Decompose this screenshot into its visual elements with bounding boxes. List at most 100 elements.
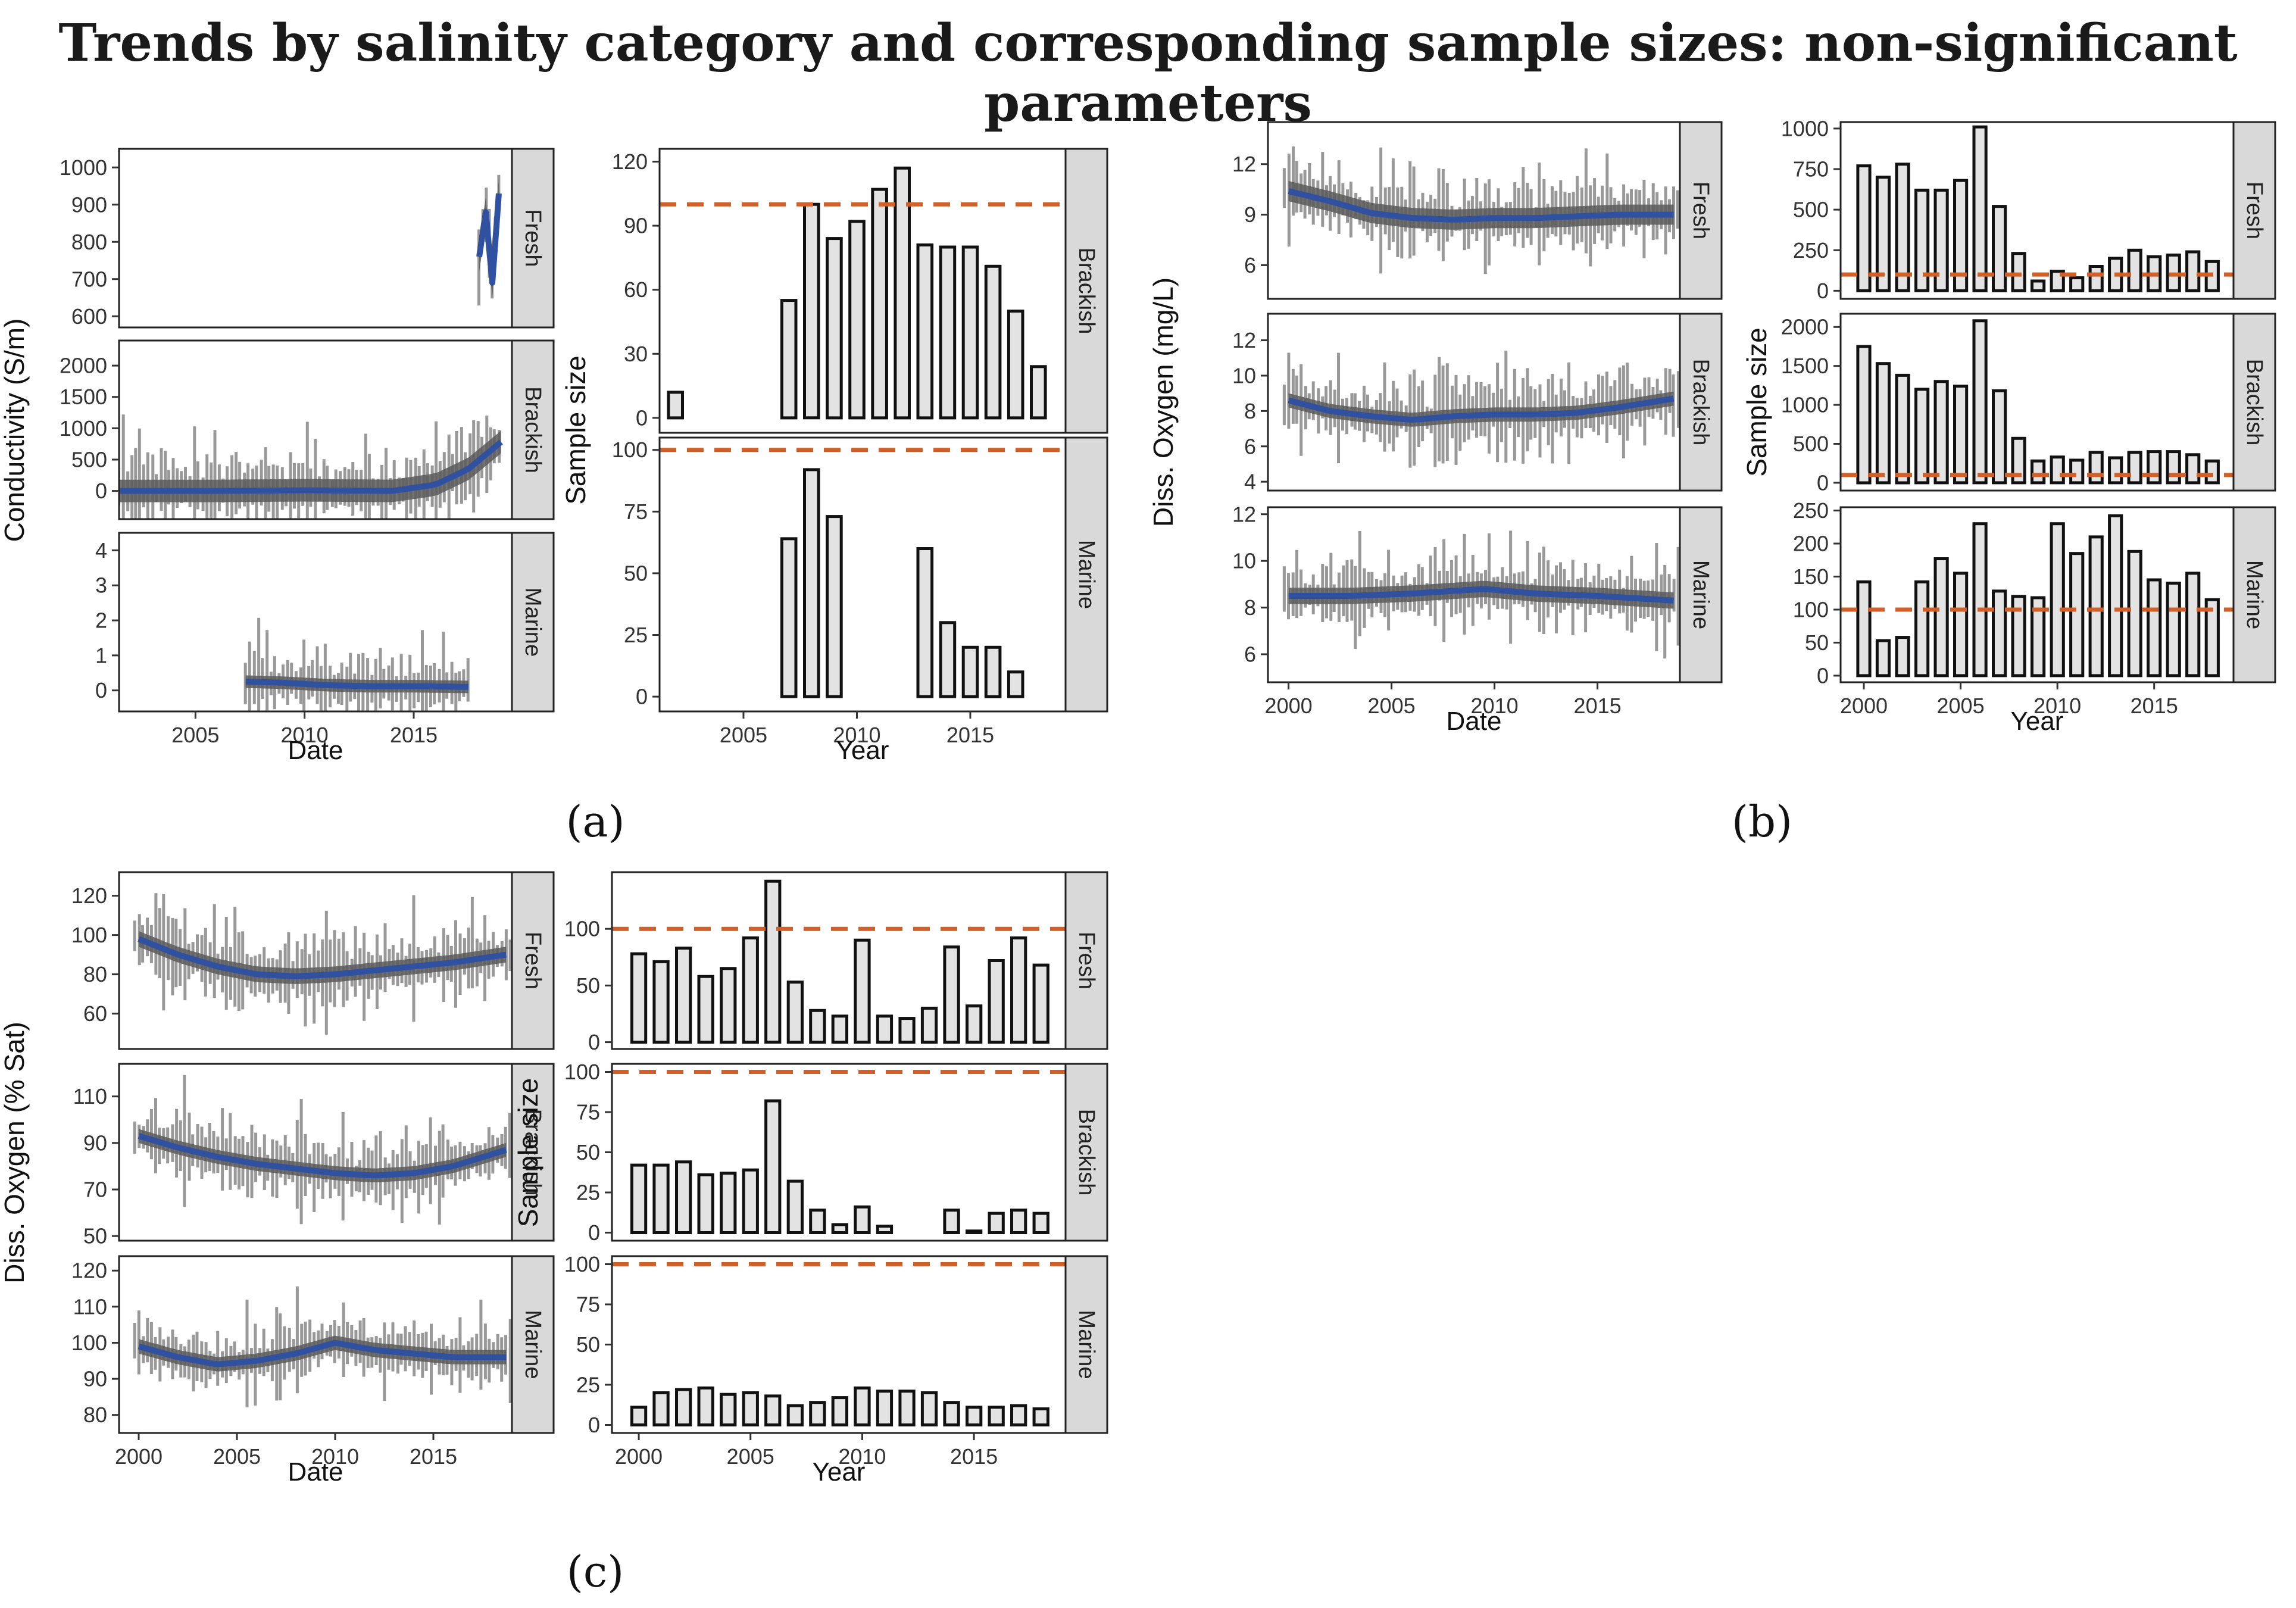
y-tick-label: 120 bbox=[71, 1259, 107, 1283]
x-tick-label: 2015 bbox=[1574, 694, 1622, 718]
facet-marine: Marine 0 25 50 75 100 2005 2010 2015 bbox=[612, 436, 1108, 747]
facet-strip-label: Marine bbox=[520, 1310, 545, 1379]
facet-strip-label: Fresh bbox=[1688, 182, 1713, 239]
y-axis-title: Diss. Oxygen (% Sat) bbox=[0, 1022, 30, 1284]
bar-2008 bbox=[809, 1401, 826, 1426]
y-tick-label: 120 bbox=[71, 883, 107, 908]
facet-fresh: Fresh 0 50 100 bbox=[564, 871, 1108, 1054]
y-tick-label: 100 bbox=[612, 438, 648, 462]
bar-2013 bbox=[920, 1007, 938, 1044]
bar-2002 bbox=[675, 1160, 692, 1234]
y-tick-label: 0 bbox=[588, 1220, 600, 1245]
y-tick-label: 25 bbox=[624, 623, 648, 647]
y-tick-label: 75 bbox=[624, 499, 648, 524]
facet-plot-area bbox=[133, 893, 512, 1035]
bar-2004 bbox=[1933, 188, 1949, 292]
bar-2015 bbox=[961, 645, 979, 698]
y-tick-label: 4 bbox=[95, 538, 107, 563]
facet-border bbox=[118, 148, 513, 329]
x-tick-label: 2015 bbox=[390, 723, 438, 747]
facet-plot-area bbox=[1841, 319, 2233, 485]
bar-2012 bbox=[2088, 451, 2104, 485]
bar-2009 bbox=[826, 515, 843, 698]
y-tick-label: 1000 bbox=[60, 155, 107, 180]
bar-2001 bbox=[652, 1163, 670, 1234]
y-tick-label: 250 bbox=[1793, 498, 1829, 523]
y-tick-label: 700 bbox=[71, 267, 107, 291]
x-axis-title: Date bbox=[288, 736, 343, 765]
bar-2007 bbox=[1992, 589, 2007, 677]
page-title: Trends by salinity category and correspo… bbox=[58, 13, 2238, 133]
bar-2008 bbox=[803, 468, 820, 698]
x-axis-title: Year bbox=[2011, 707, 2064, 736]
facet-strip-label: Marine bbox=[1074, 1310, 1099, 1379]
bar-2000 bbox=[630, 1163, 648, 1234]
y-tick-label: 2 bbox=[95, 608, 107, 633]
facet-strip-label: Brackish bbox=[2242, 359, 2267, 446]
y-tick-label: 10 bbox=[1232, 549, 1256, 573]
facet-strip-label: Marine bbox=[2242, 560, 2267, 629]
y-tick-label: 100 bbox=[1793, 597, 1829, 622]
confidence-band bbox=[139, 1129, 507, 1182]
trend-line bbox=[245, 679, 468, 690]
raw-spikes bbox=[243, 617, 470, 711]
x-tick-label: 2000 bbox=[615, 1444, 663, 1469]
bar-2014 bbox=[943, 1401, 960, 1426]
x-tick-label: 2010 bbox=[838, 1444, 886, 1469]
y-tick-label: 75 bbox=[576, 1100, 600, 1125]
bar-2002 bbox=[1895, 163, 1910, 292]
x-tick-label: 2010 bbox=[1471, 694, 1519, 718]
facet-plot-area bbox=[1841, 514, 2233, 677]
bar-2016 bbox=[984, 264, 1002, 420]
bar-2012 bbox=[2088, 535, 2104, 677]
x-tick-label: 2010 bbox=[2033, 694, 2081, 718]
bar-2012 bbox=[898, 1017, 916, 1044]
y-tick-label: 12 bbox=[1232, 328, 1256, 352]
bar-2009 bbox=[826, 237, 843, 420]
y-tick-label: 0 bbox=[95, 479, 107, 503]
bar-2017 bbox=[1007, 670, 1024, 698]
bar-2002 bbox=[675, 947, 692, 1044]
bar-2007 bbox=[786, 981, 804, 1044]
bar-2016 bbox=[988, 1212, 1005, 1234]
bar-2012 bbox=[894, 166, 911, 420]
bar-2004 bbox=[720, 967, 737, 1044]
facet-strip bbox=[1679, 121, 1723, 300]
bar-2005 bbox=[742, 1391, 759, 1426]
y-tick-label: 4 bbox=[1244, 470, 1256, 494]
y-tick-label: 0 bbox=[636, 685, 648, 709]
bar-2009 bbox=[831, 1396, 848, 1427]
facet-plot-area bbox=[612, 879, 1066, 1044]
y-tick-label: 75 bbox=[576, 1292, 600, 1317]
y-tick-label: 0 bbox=[588, 1030, 600, 1054]
y-tick-label: 8 bbox=[1244, 595, 1256, 620]
facet-plot-area bbox=[243, 617, 470, 711]
x-axis-title: Year bbox=[836, 736, 889, 765]
x-tick-label: 2015 bbox=[2131, 694, 2178, 718]
bar-2001 bbox=[652, 1391, 670, 1426]
y-tick-label: 50 bbox=[1805, 630, 1829, 655]
bar-2018 bbox=[1030, 365, 1047, 420]
bar-2004 bbox=[1933, 380, 1949, 485]
y-tick-label: 0 bbox=[1817, 663, 1829, 688]
bar-2017 bbox=[2185, 453, 2201, 485]
trend-line bbox=[1288, 188, 1674, 223]
bar-2001 bbox=[1875, 362, 1891, 485]
facet-strip-label: Marine bbox=[520, 588, 545, 657]
y-tick-label: 50 bbox=[624, 561, 648, 585]
bar-2009 bbox=[831, 1014, 848, 1044]
facet-strip-label: Marine bbox=[1074, 540, 1099, 609]
bar-2008 bbox=[803, 202, 820, 420]
bar-2015 bbox=[966, 1004, 983, 1044]
raw-observations bbox=[243, 617, 470, 711]
facet-strip bbox=[1679, 313, 1723, 492]
y-tick-label: 25 bbox=[576, 1181, 600, 1205]
bar-2005 bbox=[1953, 179, 1969, 292]
facet-strip bbox=[2232, 121, 2276, 300]
bar-2017 bbox=[2185, 250, 2201, 292]
facet-strip-label: Brackish bbox=[1074, 248, 1099, 335]
y-axis-title: Conductivity (S/m) bbox=[0, 319, 30, 542]
bar-2016 bbox=[2166, 450, 2181, 485]
bar-2000 bbox=[630, 952, 648, 1044]
bar-2017 bbox=[1007, 310, 1024, 420]
